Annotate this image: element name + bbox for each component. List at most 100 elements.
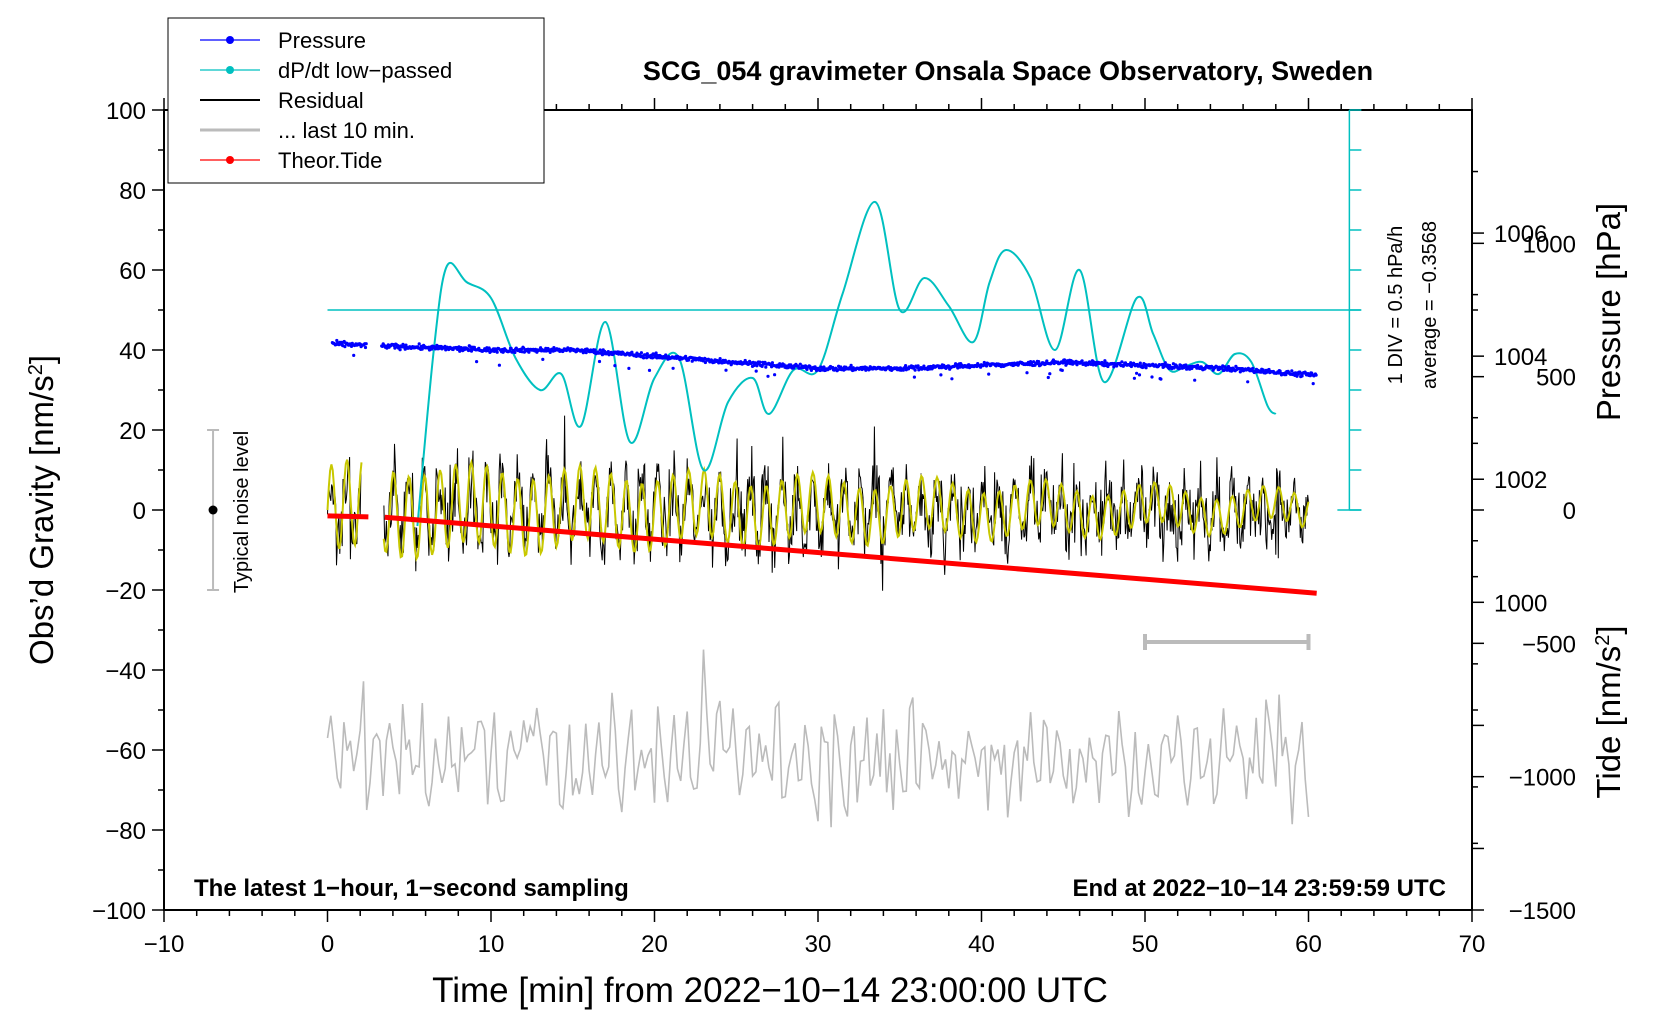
pressure-point bbox=[916, 364, 920, 368]
residual-smoothed-line bbox=[326, 458, 1310, 562]
pressure-point bbox=[613, 364, 617, 368]
pressure-point bbox=[1144, 366, 1148, 370]
pressure-point bbox=[1062, 358, 1067, 362]
annotation-end-time: End at 2022−10−14 23:59:59 UTC bbox=[1072, 875, 1446, 902]
y-axis-label-left-close: ] bbox=[23, 355, 60, 364]
y-axis-label-pressure: Pressure [hPa] bbox=[1590, 203, 1627, 421]
tide-tick-label: 500 bbox=[1536, 365, 1576, 392]
pressure-tick-label: 1000 bbox=[1494, 590, 1547, 617]
pressure-point bbox=[593, 348, 597, 352]
y-tick-label: −100 bbox=[92, 898, 146, 925]
last-10-min-line bbox=[326, 649, 1310, 828]
pressure-point bbox=[1251, 366, 1255, 370]
y-axis-label-tide-superscript: 2 bbox=[1592, 635, 1614, 646]
theor-tide-line bbox=[384, 514, 1317, 596]
y-tick-label: −80 bbox=[105, 818, 146, 845]
pressure-point bbox=[1138, 361, 1142, 365]
pressure-point bbox=[849, 363, 853, 367]
x-tick-label: 50 bbox=[1132, 931, 1159, 958]
pressure-point bbox=[475, 360, 479, 364]
pressure-point bbox=[913, 368, 917, 372]
pressure-point bbox=[754, 369, 758, 373]
pressure-point bbox=[495, 350, 499, 354]
pressure-point bbox=[766, 374, 770, 378]
noise-level-label: Typical noise level bbox=[231, 431, 253, 593]
pressure-point bbox=[654, 351, 658, 355]
pressure-point bbox=[904, 364, 908, 368]
legend-label-3: ... last 10 min. bbox=[278, 118, 415, 143]
pressure-point bbox=[584, 351, 588, 355]
pressure-point bbox=[1229, 369, 1234, 373]
series-layer bbox=[207, 201, 1361, 828]
pressure-point bbox=[1193, 378, 1197, 382]
pressure-point bbox=[939, 373, 943, 377]
pressure-point bbox=[922, 364, 926, 368]
pressure-point bbox=[1135, 371, 1139, 375]
axes-layer: −10 0 10 20 30 40 50 60 70−100−80−60−40−20020406… bbox=[92, 98, 1576, 958]
y-tick-label: 60 bbox=[119, 258, 146, 285]
pressure-point bbox=[1159, 377, 1163, 381]
pressure-point bbox=[363, 345, 368, 350]
pressure-point bbox=[764, 365, 768, 369]
pressure-point bbox=[822, 365, 826, 369]
pressure-point bbox=[398, 348, 402, 352]
pressure-tick-label: 1002 bbox=[1494, 467, 1547, 494]
legend-marker-1 bbox=[226, 66, 234, 74]
pressure-point bbox=[343, 345, 347, 349]
pressure-point bbox=[1150, 375, 1154, 379]
legend-label-4: Theor.Tide bbox=[278, 148, 382, 173]
pressure-point bbox=[627, 366, 631, 370]
pressure-point bbox=[597, 351, 601, 355]
pressure-point bbox=[664, 353, 668, 357]
pressure-point bbox=[1184, 363, 1188, 367]
pressure-point bbox=[984, 364, 989, 368]
pressure-point bbox=[1137, 373, 1142, 377]
pressure-point bbox=[527, 350, 531, 354]
y-tick-label: 20 bbox=[119, 418, 146, 445]
pressure-point bbox=[1115, 364, 1119, 368]
pressure-point bbox=[630, 350, 634, 354]
x-tick-label: −10 bbox=[144, 931, 185, 958]
legend-label-0: Pressure bbox=[278, 28, 366, 53]
pressure-point bbox=[1120, 360, 1124, 364]
pressure-point bbox=[770, 361, 775, 365]
pressure-point bbox=[901, 368, 905, 372]
y-tick-label: −20 bbox=[105, 578, 146, 605]
y-tick-label: 0 bbox=[133, 498, 146, 525]
pressure-point bbox=[642, 356, 646, 360]
pressure-point bbox=[671, 366, 675, 370]
pressure-point bbox=[1314, 373, 1318, 377]
pressure-point bbox=[1163, 361, 1167, 365]
y-axis-label-left-text: Obs’d Gravity [nm/s bbox=[23, 375, 60, 665]
pressure-point bbox=[760, 364, 764, 368]
tide-tick-label: 0 bbox=[1563, 498, 1576, 525]
x-tick-label: 20 bbox=[641, 931, 668, 958]
pressure-rate-average-label: average = −0.3568 bbox=[1419, 221, 1441, 389]
y-axis-label-tide-close: ] bbox=[1590, 625, 1627, 634]
pressure-point bbox=[352, 353, 356, 357]
tide-tick-label: −1000 bbox=[1509, 765, 1576, 792]
tide-tick-label: −1500 bbox=[1509, 898, 1576, 925]
y-tick-label: 40 bbox=[119, 338, 146, 365]
pressure-point bbox=[1246, 380, 1250, 384]
y-axis-label-tide-text: Tide [nm/s bbox=[1590, 646, 1627, 799]
pressure-point bbox=[509, 346, 513, 351]
pressure-point bbox=[1046, 375, 1050, 380]
pressure-point bbox=[1048, 372, 1052, 376]
pressure-point bbox=[513, 350, 517, 355]
y-axis-label-left-superscript: 2 bbox=[25, 364, 47, 375]
pressure-point bbox=[718, 357, 722, 361]
y-tick-label: 80 bbox=[119, 178, 146, 205]
pressure-point bbox=[982, 360, 986, 365]
pressure-point bbox=[798, 362, 802, 366]
y-axis-label-left: Obs’d Gravity [nm/s2] bbox=[23, 355, 60, 665]
dpdt-line bbox=[416, 201, 1277, 527]
legend-marker-4 bbox=[226, 156, 234, 164]
annotation-sampling: The latest 1−hour, 1−second sampling bbox=[194, 875, 629, 902]
legend-label-2: Residual bbox=[278, 88, 364, 113]
pressure-point bbox=[552, 346, 556, 350]
chart-title: SCG_054 gravimeter Onsala Space Observat… bbox=[643, 56, 1373, 86]
legend: Pressure dP/dt low−passed Residual ... last… bbox=[167, 17, 545, 184]
pressure-point bbox=[1025, 371, 1029, 375]
pressure-point bbox=[1290, 369, 1294, 373]
